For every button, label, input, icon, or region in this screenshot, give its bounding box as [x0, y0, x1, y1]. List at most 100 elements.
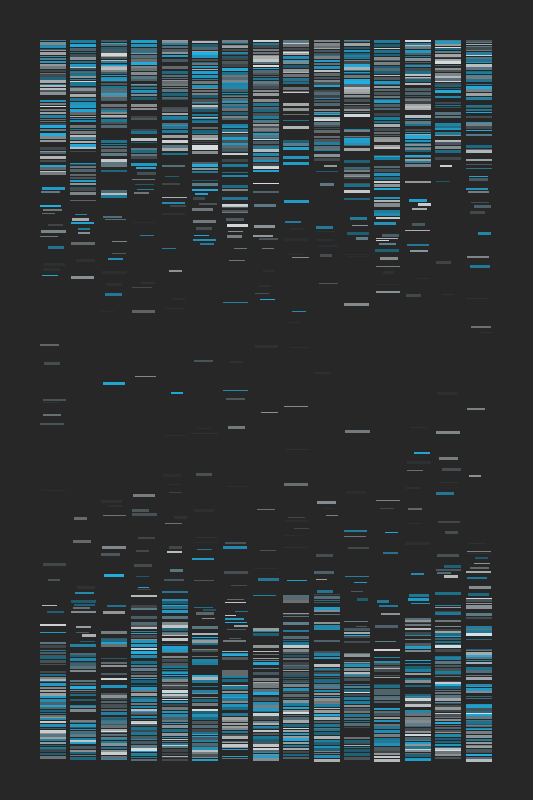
stripe-bar	[40, 42, 66, 45]
stripe-bar	[316, 501, 336, 504]
stripe-bar	[435, 65, 462, 66]
stripe-bar	[404, 701, 431, 704]
stripe-bar	[313, 724, 340, 727]
stripe-bar	[70, 752, 97, 754]
stripe-bar	[405, 542, 431, 545]
stripe-bar	[380, 613, 400, 615]
stripe-bar	[374, 121, 401, 123]
stripe-bar	[344, 53, 370, 55]
stripe-bar	[131, 627, 158, 629]
stripe-bar	[70, 163, 97, 164]
stripe-bar	[344, 753, 370, 756]
stripe-bar	[283, 717, 310, 720]
stripe-bar	[442, 294, 455, 295]
stripe-bar	[100, 58, 127, 59]
stripe-bar	[283, 712, 310, 714]
stripe-column	[70, 40, 97, 760]
stripe-bar	[344, 714, 370, 717]
stripe-bar	[470, 265, 491, 268]
stripe-bar	[406, 461, 431, 464]
stripe-bar	[374, 749, 401, 751]
stripe-bar	[344, 743, 370, 744]
stripe-bar	[192, 47, 218, 50]
stripe-bar	[344, 176, 370, 177]
stripe-bar	[40, 747, 66, 749]
stripe-bar	[40, 624, 66, 626]
stripe-bar	[409, 523, 422, 524]
stripe-bar	[374, 677, 401, 678]
stripe-bar	[41, 275, 58, 276]
stripe-bar	[404, 106, 431, 108]
stripe-bar	[131, 94, 158, 96]
stripe-bar	[313, 158, 340, 161]
stripe-bar	[344, 104, 370, 105]
stripe-bar	[404, 135, 431, 138]
stripe-bar	[70, 141, 97, 143]
stripe-bar	[283, 720, 310, 723]
stripe-bar	[283, 143, 310, 146]
stripe-bar	[435, 123, 462, 126]
stripe-bar	[444, 531, 458, 534]
stripe-bar	[404, 749, 431, 750]
stripe-bar	[161, 652, 188, 653]
stripe-bar	[222, 118, 249, 120]
stripe-bar	[192, 88, 218, 89]
stripe-bar	[222, 64, 249, 67]
stripe-bar	[252, 631, 279, 632]
stripe-bar	[252, 86, 279, 89]
stripe-bar	[161, 49, 188, 52]
stripe-bar	[42, 605, 58, 606]
stripe-bar	[435, 665, 462, 667]
stripe-bar	[404, 62, 431, 63]
stripe-bar	[40, 125, 66, 128]
stripe-bar	[194, 193, 208, 195]
stripe-bar	[313, 698, 340, 701]
stripe-bar	[283, 655, 310, 657]
stripe-bar	[465, 720, 492, 721]
stripe-bar	[465, 629, 492, 630]
stripe-bar	[283, 120, 310, 121]
stripe-bar	[223, 571, 248, 574]
stripe-bar	[70, 129, 97, 130]
stripe-bar	[161, 89, 188, 92]
stripe-bar	[40, 109, 66, 111]
stripe-bar	[161, 84, 188, 86]
stripe-bar	[111, 241, 127, 242]
stripe-bar	[435, 157, 462, 160]
stripe-bar	[252, 685, 279, 688]
stripe-bar	[313, 60, 340, 62]
stripe-bar	[344, 636, 370, 638]
stripe-bar	[70, 54, 97, 57]
stripe-bar	[131, 680, 158, 683]
stripe-bar	[70, 88, 97, 91]
stripe-bar	[40, 705, 66, 707]
stripe-bar	[75, 592, 95, 594]
stripe-bar	[40, 690, 66, 692]
stripe-bar	[465, 729, 492, 730]
stripe-bar	[465, 724, 492, 725]
stripe-bar	[70, 83, 97, 86]
stripe-bar	[161, 123, 188, 125]
stripe-bar	[161, 87, 188, 88]
stripe-bar	[283, 43, 310, 44]
stripe-bar	[313, 53, 340, 55]
stripe-bar	[105, 219, 127, 220]
stripe-bar	[410, 427, 428, 428]
stripe-bar	[465, 72, 492, 74]
stripe-bar	[252, 135, 279, 138]
stripe-bar	[344, 662, 370, 663]
stripe-bar	[374, 747, 401, 749]
stripe-bar	[231, 585, 248, 586]
stripe-bar	[313, 150, 340, 151]
stripe-bar	[344, 79, 370, 81]
stripe-bar	[465, 107, 492, 108]
stripe-bar	[344, 137, 370, 138]
stripe-bar	[131, 699, 158, 702]
stripe-bar	[161, 699, 188, 700]
stripe-bar	[70, 200, 97, 201]
stripe-bar	[227, 599, 245, 600]
stripe-bar	[404, 93, 431, 95]
stripe-bar	[313, 664, 340, 667]
stripe-bar	[374, 68, 401, 71]
stripe-bar	[435, 140, 462, 142]
